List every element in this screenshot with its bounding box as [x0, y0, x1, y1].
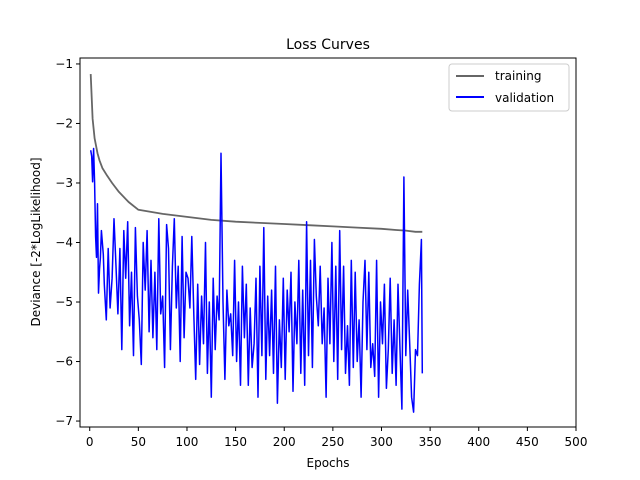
x-tick-label: 100 [176, 435, 199, 449]
x-tick-label: 250 [321, 435, 344, 449]
y-tick-label: −3 [55, 176, 73, 190]
series-line-validation [89, 147, 424, 413]
x-tick-label: 450 [516, 435, 539, 449]
legend: training validation [448, 63, 570, 112]
x-tick-label: 0 [86, 435, 94, 449]
y-tick-label: −6 [55, 355, 73, 369]
x-tick-label: 300 [370, 435, 393, 449]
series-layer [89, 74, 424, 413]
x-tick-label: 200 [273, 435, 296, 449]
y-tick-label: −4 [55, 236, 73, 250]
x-tick-label: 350 [419, 435, 442, 449]
legend-label-training: training [495, 69, 542, 83]
legend-label-validation: validation [495, 91, 554, 105]
chart-title: Loss Curves [286, 37, 370, 53]
plot-background [80, 58, 576, 427]
x-tick-label: 50 [131, 435, 146, 449]
y-axis: −7 −6 −5 −4 −3 −2 −1 [55, 57, 80, 428]
y-tick-label: −1 [55, 57, 73, 71]
x-axis-label: Epochs [307, 456, 350, 470]
x-tick-label: 500 [565, 435, 588, 449]
x-tick-label: 150 [224, 435, 247, 449]
y-axis-label: Deviance [-2*LogLikelihood] [29, 157, 43, 326]
y-tick-label: −7 [55, 414, 73, 428]
y-tick-label: −2 [55, 116, 73, 130]
x-tick-label: 400 [467, 435, 490, 449]
y-tick-label: −5 [55, 295, 73, 309]
series-line-training [89, 74, 423, 233]
x-axis: 0 50 100 150 200 250 300 350 400 450 500 [86, 427, 588, 449]
